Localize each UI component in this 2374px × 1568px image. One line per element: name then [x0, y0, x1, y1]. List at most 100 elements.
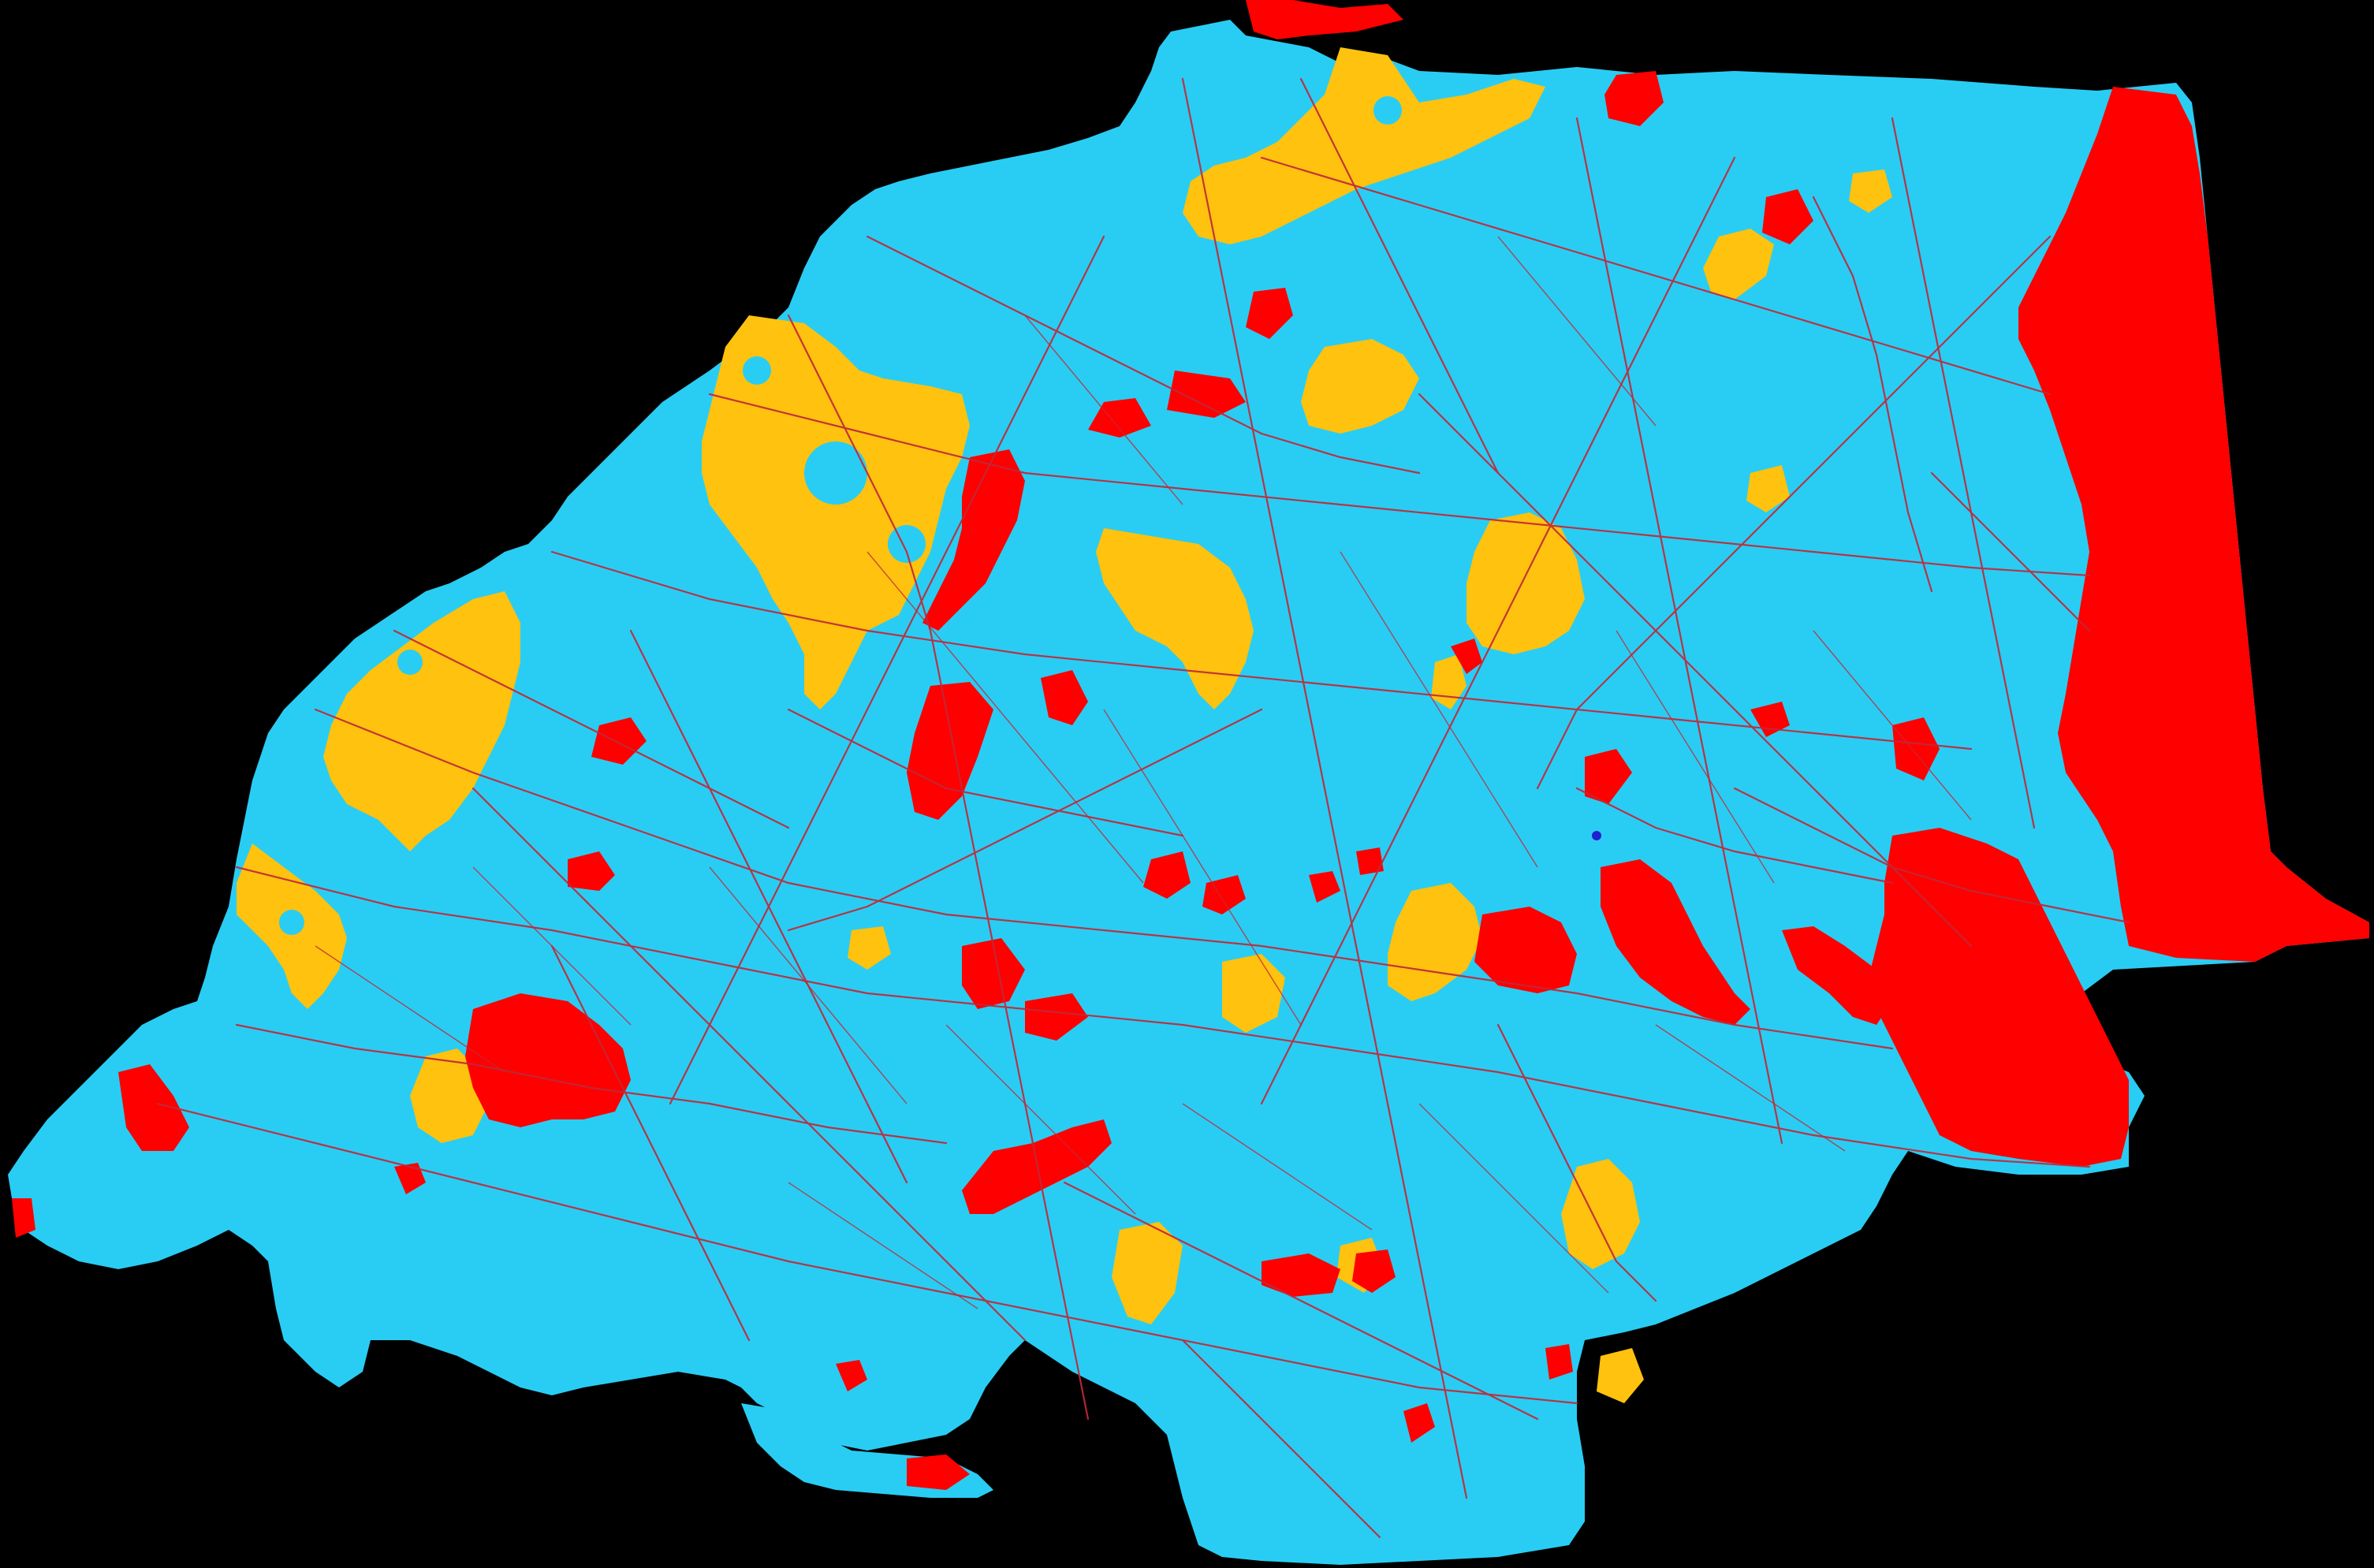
- road-17[interactable]: [866, 235, 1421, 475]
- road-fine-1[interactable]: [866, 551, 1144, 884]
- road-fine-3[interactable]: [1340, 551, 1538, 868]
- red-patch-center-3[interactable]: [1143, 851, 1191, 899]
- red-patch-east-small-1[interactable]: [2030, 1100, 2074, 1143]
- red-patch-south-2[interactable]: [1352, 1250, 1396, 1293]
- red-patch-far-west-corner[interactable]: [12, 1198, 35, 1238]
- road-22[interactable]: [1063, 1181, 1539, 1421]
- road-12[interactable]: [1418, 393, 1973, 948]
- red-patch-east-center-small[interactable]: [1892, 717, 1940, 780]
- red-patch-north-small[interactable]: [1604, 71, 1664, 126]
- red-patch-center-column[interactable]: [922, 449, 1025, 631]
- red-patch-south-3[interactable]: [1403, 1403, 1435, 1443]
- base-region: [8, 20, 2369, 1565]
- red-patch-center-east-2[interactable]: [1601, 859, 1750, 1025]
- road-29[interactable]: [1181, 1339, 1381, 1539]
- road-26[interactable]: [787, 708, 1184, 837]
- yellow-patch-center-east[interactable]: [1467, 512, 1585, 654]
- red-patch-far-west[interactable]: [118, 1064, 189, 1151]
- road-7[interactable]: [708, 393, 2091, 577]
- road-fine-11[interactable]: [1497, 236, 1657, 426]
- red-patch-east-large[interactable]: [2018, 87, 2369, 962]
- road-19[interactable]: [1496, 1023, 1657, 1302]
- road-fine-2[interactable]: [1103, 709, 1302, 1026]
- red-patch-east-lower[interactable]: [1869, 828, 2129, 1167]
- yellow-patch-small-3[interactable]: [1849, 169, 1892, 213]
- road-18[interactable]: [235, 1023, 948, 1145]
- yellow-patch-south-east[interactable]: [1561, 1159, 1640, 1269]
- red-patch-southwest-small[interactable]: [394, 1163, 426, 1194]
- red-patch-center-east-3[interactable]: [1585, 749, 1632, 804]
- red-patch-northeast-small[interactable]: [1762, 189, 1813, 244]
- road-fine-14[interactable]: [788, 1182, 978, 1309]
- road-1[interactable]: [235, 866, 2091, 1168]
- road-5[interactable]: [1575, 117, 1783, 1145]
- road-fine-10[interactable]: [1024, 315, 1183, 505]
- road-23[interactable]: [1299, 77, 1500, 475]
- yellow-patch-small-4[interactable]: [848, 926, 891, 970]
- red-patch-center-east-4[interactable]: [1782, 926, 1892, 1025]
- road-15[interactable]: [1536, 235, 2052, 790]
- road-4[interactable]: [1181, 77, 1468, 1499]
- road-25[interactable]: [550, 944, 751, 1342]
- road-14[interactable]: [1260, 156, 1736, 1105]
- yellow-patch-north-large[interactable]: [1183, 47, 1545, 244]
- road-fine-7[interactable]: [1418, 1103, 1609, 1294]
- road-16[interactable]: [629, 629, 908, 1184]
- road-20[interactable]: [1733, 787, 2130, 924]
- road-fine-5[interactable]: [709, 866, 907, 1104]
- red-patch-west-small[interactable]: [568, 851, 615, 891]
- red-patch-center-small-2[interactable]: [1451, 639, 1482, 674]
- red-patches: [12, 0, 2369, 1490]
- red-patch-west-center[interactable]: [591, 717, 647, 765]
- road-6[interactable]: [1891, 117, 2036, 829]
- road-fine-12[interactable]: [1813, 630, 1972, 821]
- road-9[interactable]: [1260, 156, 2052, 396]
- road-27[interactable]: [1575, 787, 1894, 885]
- red-patch-center-6[interactable]: [1356, 847, 1384, 875]
- red-patch-center-2[interactable]: [1025, 993, 1088, 1041]
- red-patch-south-island[interactable]: [907, 1454, 970, 1490]
- yellow-patch-center-northeast[interactable]: [1301, 339, 1419, 434]
- red-patch-center-1[interactable]: [962, 938, 1025, 1009]
- hole-6: [279, 910, 304, 935]
- road-8[interactable]: [550, 550, 1973, 750]
- road-fine-6[interactable]: [945, 1024, 1136, 1215]
- road-fine-8[interactable]: [1655, 1024, 1846, 1152]
- yellow-patch-west[interactable]: [323, 591, 520, 851]
- yellow-patch-small-2[interactable]: [1746, 465, 1790, 512]
- red-patch-center-5[interactable]: [1309, 871, 1340, 903]
- yellow-patch-center-north[interactable]: [1096, 528, 1254, 710]
- yellow-patch-small-6[interactable]: [1597, 1348, 1644, 1403]
- yellow-patch-south[interactable]: [1112, 1222, 1183, 1324]
- road-2[interactable]: [314, 708, 1894, 1050]
- red-patch-southwest-large[interactable]: [465, 993, 631, 1127]
- hole-5: [397, 650, 423, 675]
- yellow-patch-east-north[interactable]: [1703, 229, 1774, 300]
- road-fine-13[interactable]: [1182, 1103, 1373, 1231]
- red-patch-south-1[interactable]: [1262, 1253, 1340, 1297]
- road-21[interactable]: [787, 708, 1263, 932]
- yellow-patch-south-center[interactable]: [1388, 883, 1482, 1001]
- red-patch-north-center-2[interactable]: [1167, 371, 1246, 418]
- yellow-patch-northwest[interactable]: [702, 315, 970, 710]
- road-fine-9[interactable]: [472, 866, 632, 1026]
- road-30[interactable]: [1930, 471, 2091, 632]
- red-patch-north-center-3[interactable]: [1088, 398, 1151, 438]
- red-patch-center-east-1[interactable]: [1474, 907, 1577, 993]
- road-24[interactable]: [1812, 196, 1933, 593]
- road-fine-4[interactable]: [1616, 630, 1775, 884]
- road-3[interactable]: [787, 314, 1090, 1421]
- red-patch-south-4[interactable]: [1545, 1344, 1573, 1380]
- road-28[interactable]: [393, 629, 790, 829]
- red-patch-north-center[interactable]: [1246, 288, 1293, 339]
- road-13[interactable]: [669, 235, 1105, 1105]
- red-patch-north-top[interactable]: [1246, 0, 1403, 39]
- road-10[interactable]: [156, 1102, 1578, 1405]
- road-fine-15[interactable]: [315, 945, 505, 1073]
- red-patch-center-left[interactable]: [907, 682, 993, 820]
- red-patch-center-small-1[interactable]: [1041, 670, 1088, 725]
- red-patch-south-island-2[interactable]: [836, 1360, 867, 1391]
- road-11[interactable]: [471, 787, 1027, 1342]
- red-patch-east-small-2[interactable]: [1750, 702, 1790, 737]
